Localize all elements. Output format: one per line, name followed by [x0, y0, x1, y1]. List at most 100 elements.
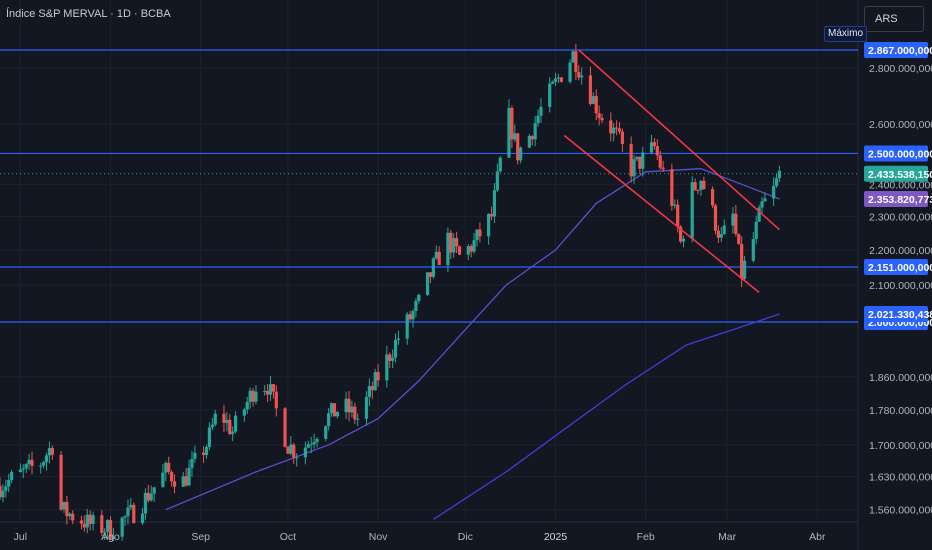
candle-body — [111, 536, 116, 539]
candle-up — [213, 409, 217, 427]
candle-down — [353, 402, 357, 424]
candle-body — [719, 234, 723, 238]
candle-body — [324, 426, 328, 439]
candle-body — [100, 515, 104, 533]
x-tick-label: Jul — [14, 531, 27, 543]
candle-body — [469, 246, 473, 252]
candle-up — [306, 440, 310, 449]
candle-down — [79, 515, 84, 530]
last-price-tag-box — [864, 165, 928, 182]
candle-down — [408, 310, 412, 322]
currency-button[interactable]: ARS — [864, 6, 924, 32]
candle-up — [425, 272, 430, 297]
level-tag: 2.151.000,000 — [864, 259, 932, 276]
candle-up — [18, 463, 22, 473]
candle-body — [417, 294, 421, 301]
candle-down — [457, 245, 462, 256]
candle-body — [292, 444, 296, 458]
candle-body — [268, 384, 273, 395]
ma-short-tag: 2.353.820,773 — [864, 190, 932, 207]
candle-up — [21, 464, 25, 478]
candle-body — [228, 419, 232, 435]
candle-body — [652, 142, 657, 147]
candle-body — [411, 311, 415, 320]
candle-body — [356, 418, 360, 420]
candle-body — [65, 501, 69, 517]
candle-body — [676, 204, 680, 227]
channel-line — [578, 49, 781, 231]
candle-down — [251, 388, 255, 407]
candle-body — [620, 131, 625, 145]
candle-up — [722, 219, 726, 236]
candle-up — [760, 196, 764, 214]
candle-down — [82, 515, 86, 532]
candle-body — [495, 171, 499, 191]
candle-down — [713, 203, 718, 235]
candle-body — [641, 152, 645, 169]
candle-body — [699, 180, 703, 191]
candle-body — [30, 459, 34, 466]
candle-up — [417, 293, 421, 304]
candle-up — [513, 124, 517, 143]
x-tick-label: Abr — [809, 531, 826, 543]
candle-body — [533, 123, 537, 140]
candle-body — [716, 230, 720, 238]
candle-body — [594, 96, 598, 114]
candle-body — [431, 258, 435, 277]
candle-up — [751, 231, 755, 263]
price-channel — [563, 49, 781, 293]
candle-up — [742, 255, 747, 281]
max-label: Máximo — [824, 26, 868, 42]
level-tag: 2.500.000,000 — [864, 145, 932, 162]
candle-up — [10, 469, 14, 484]
candle-up — [641, 146, 645, 177]
candle-body — [635, 156, 639, 160]
candle-up — [309, 436, 313, 454]
candle-body — [539, 106, 543, 116]
candle-up — [303, 441, 307, 465]
candle-body — [149, 493, 153, 501]
candle-up — [129, 497, 133, 511]
candle-body — [536, 115, 540, 124]
candle-body — [574, 51, 578, 73]
candle-body — [434, 251, 438, 259]
candle-up — [4, 479, 8, 498]
candle-up — [492, 183, 497, 224]
candle-up — [47, 441, 52, 464]
candle-body — [283, 408, 287, 447]
candle-body — [757, 207, 761, 222]
candle-body — [774, 178, 779, 186]
x-axis[interactable]: Jul Ago Sep Oct Nov Dic 2025 Feb Mar Abr — [14, 531, 826, 543]
candle-up — [210, 418, 214, 431]
candle-down — [655, 139, 659, 161]
candle-up — [85, 508, 89, 534]
candle-up — [466, 244, 470, 260]
candle-body — [670, 169, 674, 206]
candle-body — [207, 427, 212, 448]
channel-line — [563, 134, 760, 293]
candle-body — [286, 446, 290, 454]
candle-body — [629, 144, 633, 177]
ma-long-line — [433, 313, 780, 520]
candle-down — [228, 414, 232, 436]
ma-long-tag-box — [864, 305, 928, 322]
candle-up — [126, 499, 130, 525]
candle-up — [7, 473, 11, 493]
candle-up — [295, 453, 299, 467]
candle-body — [376, 372, 380, 381]
horizontal-levels — [0, 49, 858, 323]
candle-up — [123, 515, 127, 526]
candle-body — [88, 514, 92, 524]
y-axis[interactable]: 1.560.000,000 1.630.000,000 1.700.000,000 1… — [869, 63, 932, 517]
candle-body — [559, 77, 563, 82]
candle-body — [62, 501, 66, 510]
candle-down — [59, 451, 63, 512]
candle-body — [193, 452, 197, 459]
candle-up — [233, 411, 238, 434]
candle-down — [609, 112, 613, 142]
candle-body — [446, 232, 450, 266]
candle-body — [393, 339, 398, 358]
y-tick-label: 2.400.000,000 — [869, 179, 932, 191]
candle-body — [588, 75, 593, 104]
